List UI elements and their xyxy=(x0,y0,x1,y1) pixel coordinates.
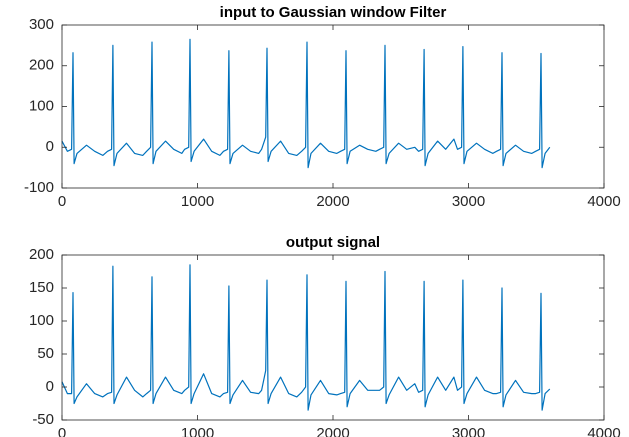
y-tick-label: 0 xyxy=(46,138,54,155)
y-tick-label: 100 xyxy=(29,97,54,114)
y-tick-label: -50 xyxy=(32,411,54,428)
x-tick-label: 1000 xyxy=(181,425,214,437)
y-tick-label: 50 xyxy=(37,345,54,362)
x-tick-label: 3000 xyxy=(452,425,485,437)
y-tick-label: 300 xyxy=(29,16,54,33)
x-tick-label: 4000 xyxy=(587,193,620,210)
y-tick-label: 200 xyxy=(29,57,54,74)
y-tick-label: 0 xyxy=(46,378,54,395)
x-tick-label: 3000 xyxy=(452,193,485,210)
signal-line xyxy=(61,264,551,411)
x-tick-label: 4000 xyxy=(587,425,620,437)
chart-title: input to Gaussian window Filter xyxy=(220,4,447,21)
y-tick-label: 100 xyxy=(29,312,54,329)
x-tick-label: 2000 xyxy=(316,193,349,210)
axes-background xyxy=(62,25,604,188)
x-tick-label: 0 xyxy=(58,425,66,437)
axes-background xyxy=(62,255,604,420)
y-tick-label: 200 xyxy=(29,246,54,263)
y-tick-label: -100 xyxy=(24,179,54,196)
x-tick-label: 1000 xyxy=(181,193,214,210)
x-tick-label: 0 xyxy=(58,193,66,210)
chart-title: output signal xyxy=(286,234,380,251)
y-tick-label: 150 xyxy=(29,279,54,296)
x-tick-label: 2000 xyxy=(316,425,349,437)
signal-line xyxy=(61,38,551,169)
